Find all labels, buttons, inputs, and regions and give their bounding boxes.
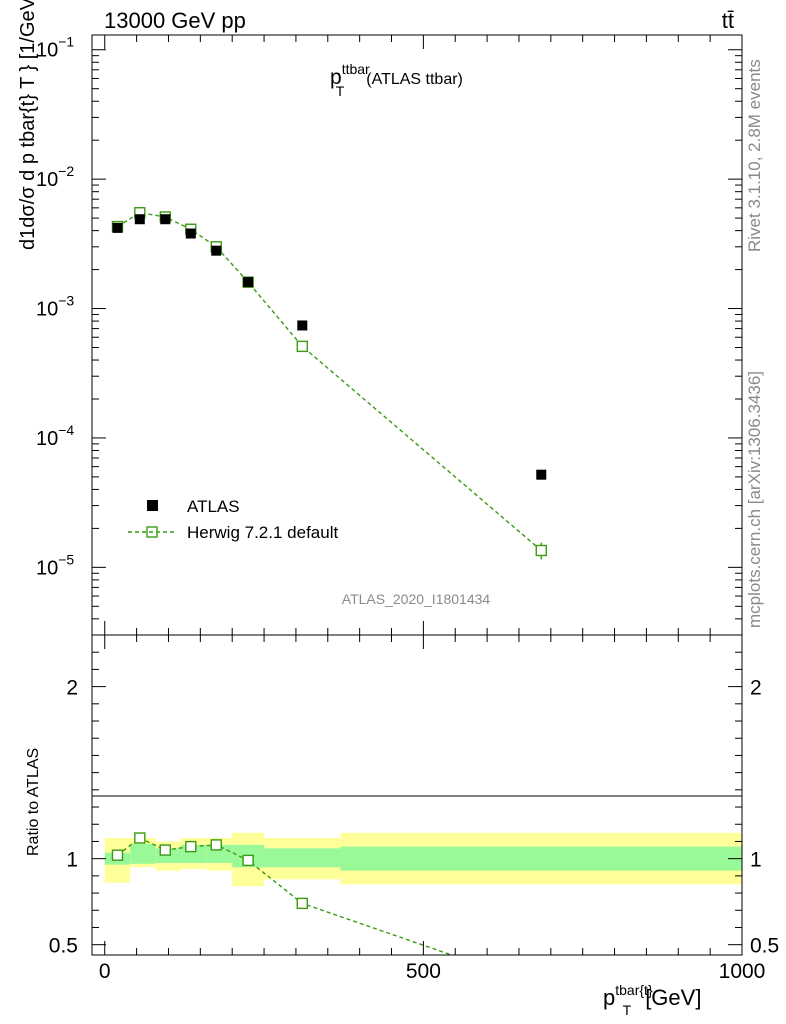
ratio-y-tick-label-right: 0.5 [750,935,779,958]
atlas-point [160,214,171,225]
main-y-axis-label: d1dσ/σ d p tbar{t} T } [1/GeV] [17,0,39,250]
main-panel: 10−1 10−2 10−3 10−4 10−5 pttbar T(ATLAS ttbar… [17,0,743,636]
atlas-point [536,469,547,480]
x-tick-label: 500 [406,960,441,983]
x-tick-label: 1000 [719,960,766,983]
ratio-y-tick-label-right: 2 [750,677,762,700]
ratio-herwig-point [242,854,254,867]
ratio-y-tick-label-left: 0.5 [49,935,78,958]
main-y-tick-label: 10−5 [36,551,74,579]
ratio-herwig-point [134,832,146,844]
x-tick-label: 0 [99,960,111,983]
main-y-tick-label: 10−4 [36,422,74,450]
ratio-herwig-point [210,839,222,851]
legend: ATLAS Herwig 7.2.1 default [128,497,338,542]
ratio-herwig-point [185,840,197,853]
main-y-tick-label: 10−3 [36,293,74,321]
ratio-herwig-point [159,844,171,856]
main-frame [91,34,743,636]
mcplots-label: mcplots.cern.ch [arXiv:1306.3436] [745,371,764,628]
ratio-bands [104,832,742,887]
ratio-inner-band [130,844,156,864]
x-axis-label: ptbar{t} T [GeV] [603,982,701,1018]
legend-atlas-label: ATLAS [187,497,240,516]
atlas-point [112,222,123,233]
energy-label: 13000 GeV pp [104,8,246,33]
atlas-point [243,277,254,288]
process-label: tt̄ [722,8,734,33]
ratio-herwig-point [296,897,308,910]
rivet-version-label: Rivet 3.1.10, 2.8M events [745,59,764,252]
main-axis-ticks [92,35,743,636]
ratio-y-tick-labels: 0.5 0.5 1 1 2 2 [49,677,779,958]
main-y-tick-labels: 10−1 10−2 10−3 10−4 10−5 [36,34,74,580]
ratio-axis-ticks [92,635,743,955]
x-tick-labels: 0 500 1000 [99,960,765,983]
main-y-tick-label: 10−2 [36,163,74,191]
ratio-y-tick-label-right: 1 [750,849,762,872]
ratio-panel: 0.5 0.5 1 1 2 2 0 500 1000 Ratio to ATLAS ptbar… [25,634,779,1018]
herwig-point [296,340,308,353]
ratio-y-tick-label-left: 2 [66,677,78,700]
ratio-data-layer [111,832,452,956]
ratio-y-tick-label-left: 1 [66,849,78,872]
atlas-point [297,320,308,331]
main-data-layer [111,207,547,560]
atlas-point [185,228,196,239]
main-y-tick-label: 10−1 [36,34,74,62]
atlas-point [211,245,222,256]
legend-herwig-label: Herwig 7.2.1 default [187,523,338,542]
ratio-inner-band [340,846,742,871]
legend-atlas-marker [147,500,158,511]
ratio-herwig-curve [117,837,452,956]
main-title: pttbar T(ATLAS ttbar) [330,61,463,99]
herwig-curve [117,212,542,552]
analysis-watermark: ATLAS_2020_I1801434 [342,591,491,607]
legend-herwig-marker [146,526,158,538]
ratio-herwig-point [111,849,124,861]
atlas-point [134,214,145,225]
ratio-frame [91,634,743,956]
ratio-y-axis-label: Ratio to ATLAS [25,748,42,856]
ratio-inner-band [264,848,341,868]
herwig-point [535,544,547,557]
